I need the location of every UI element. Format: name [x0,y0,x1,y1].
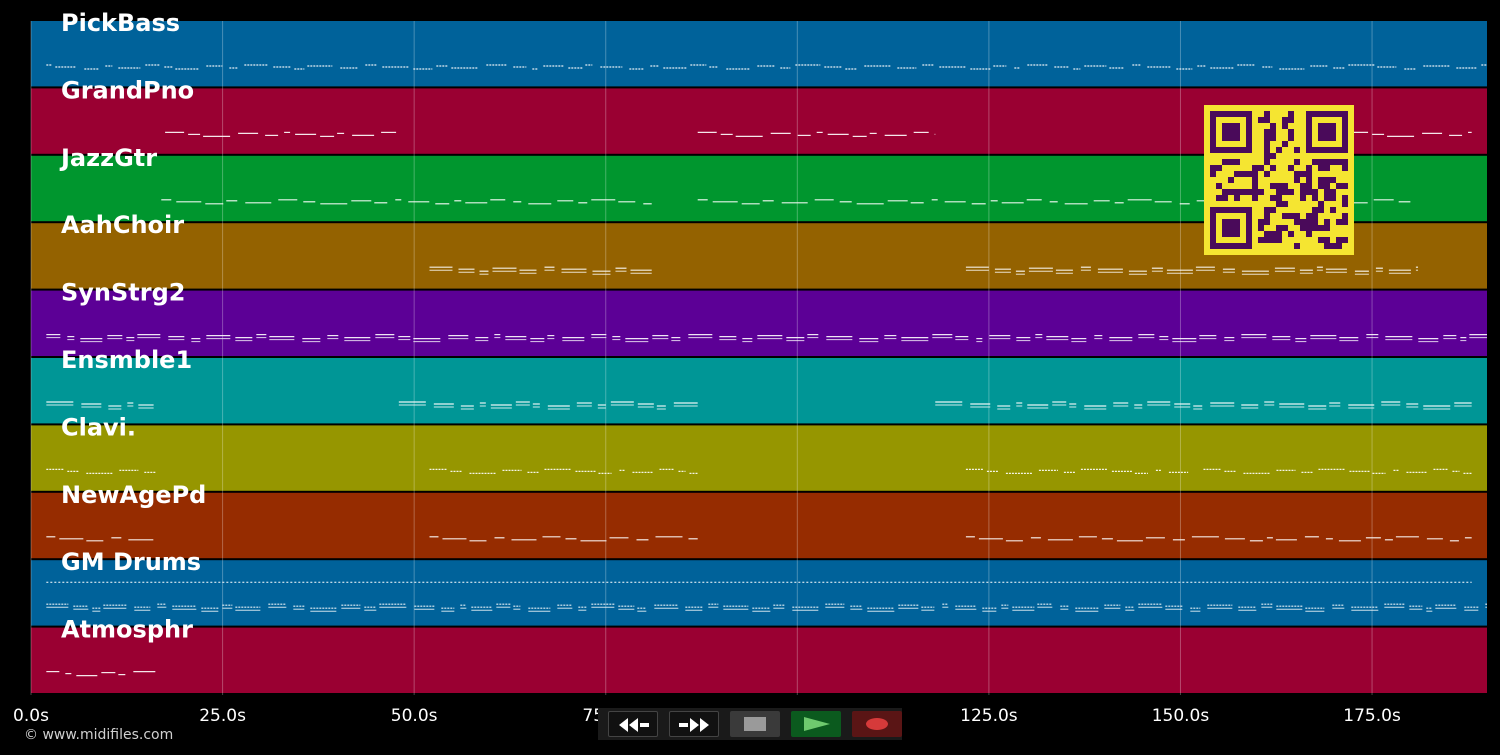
stop-button[interactable] [730,711,780,737]
time-tick-label: 175.0s [1343,706,1401,726]
copyright-text: © www.midifiles.com [24,727,174,743]
track-name-label: GrandPno [61,76,194,104]
track-labels: PickBass GrandPno JazzGtr AahChoir SynStrg2 E… [59,9,206,644]
time-tick-label: 50.0s [391,706,438,726]
track-name-label: Ensmble1 [61,346,192,374]
time-tick-label: 150.0s [1152,706,1210,726]
track-name-label: PickBass [61,9,180,37]
track-lane[interactable] [31,290,1487,356]
track-name-label: Clavi. [61,413,136,441]
track-name-label: AahChoir [61,211,184,239]
track-lane[interactable] [31,627,1487,693]
time-grid [30,21,1373,695]
rewind-button[interactable] [608,711,658,737]
track-lane[interactable] [31,21,1487,87]
stop-icon [744,717,766,731]
track-name-label: Atmosphr [61,616,193,644]
track-lane[interactable] [31,425,1487,491]
play-button[interactable] [791,711,841,737]
record-icon [866,718,888,730]
track-name-label: GM Drums [61,548,201,576]
fast-forward-icon [679,718,709,732]
fast-forward-button[interactable] [669,711,719,737]
time-tick-label: 125.0s [960,706,1018,726]
play-icon [804,717,830,731]
qr-code-icon [1204,105,1354,255]
track-lane[interactable] [31,492,1487,559]
time-tick-label: 25.0s [199,706,246,726]
track-name-label: SynStrg2 [61,279,186,307]
rewind-icon [619,718,649,732]
track-lane[interactable] [31,560,1487,626]
time-tick-label: 0.0s [13,706,49,726]
track-name-label: JazzGtr [59,144,157,172]
track-name-label: NewAgePd [61,481,206,509]
transport-bar [598,708,902,740]
note-regions [46,64,1487,677]
track-lane[interactable] [31,358,1487,424]
record-button[interactable] [852,711,902,737]
